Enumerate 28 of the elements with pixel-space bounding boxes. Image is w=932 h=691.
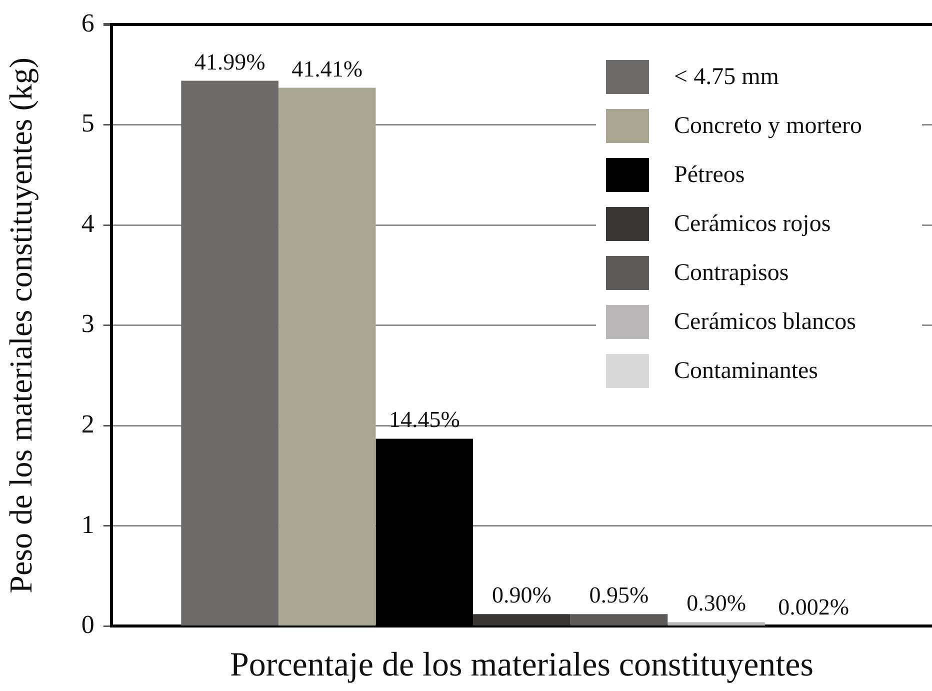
y-tick-label: 4: [81, 208, 94, 238]
y-tick-label: 1: [81, 510, 94, 539]
bar: [278, 88, 376, 626]
y-axis-title: Peso de los materiales constituyentes (kg): [2, 57, 39, 594]
y-tick-label: 0: [81, 610, 94, 640]
legend-label: Cerámicos blancos: [674, 308, 856, 336]
y-tick-label: 3: [81, 309, 94, 338]
legend-label: Pétreos: [674, 162, 745, 189]
annotation: 0.002%: [778, 594, 850, 620]
legend-label: Cerámicos rojos: [674, 210, 831, 238]
bar: [473, 614, 570, 626]
bar: [181, 80, 278, 626]
bar: [570, 614, 668, 626]
y-tick-label: 5: [81, 108, 94, 138]
bar: [668, 622, 765, 626]
annotation: 0.30%: [686, 590, 746, 616]
y-tick-label: 2: [81, 409, 94, 438]
y-tick-label: 6: [81, 8, 94, 38]
x-axis-title: Porcentaje de los materiales constituyentes: [230, 646, 814, 684]
legend-label: Concreto y mortero: [674, 112, 862, 140]
annotation: 0.95%: [589, 582, 649, 608]
annotation: 14.45%: [388, 407, 460, 432]
legend-label: Contaminantes: [674, 358, 818, 385]
annotation: 41.41%: [292, 56, 363, 82]
annotation: 41.99%: [194, 49, 266, 74]
annotation: 0.90%: [492, 582, 552, 608]
legend-label: Contrapisos: [674, 260, 789, 287]
legend-label: < 4.75 mm: [674, 64, 779, 91]
